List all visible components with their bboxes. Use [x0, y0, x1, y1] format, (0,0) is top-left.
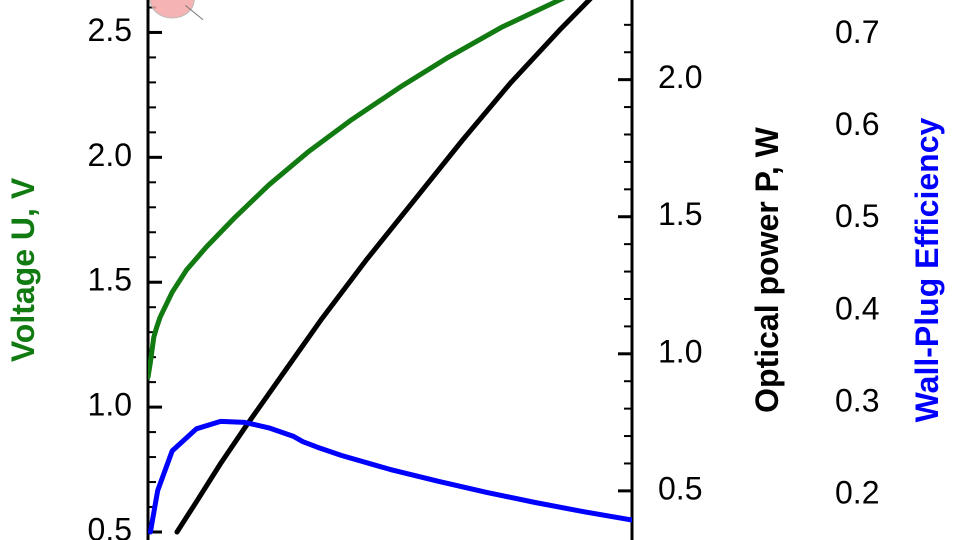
right-axis-2-title: Wall-Plug Efficiency — [909, 117, 945, 422]
right-axis-2-tick-label: 0.3 — [835, 382, 879, 418]
power-series — [177, 0, 632, 532]
efficiency-series — [150, 421, 632, 532]
right-axis-1-tick-label: 1.5 — [658, 196, 702, 232]
right-axis-1-tick-label: 2.0 — [658, 59, 702, 95]
left-axis-tick-label: 0.5 — [88, 511, 132, 540]
left-axis-tick-label: 1.0 — [88, 387, 132, 423]
right-axis-2-tick-label: 0.5 — [835, 198, 879, 234]
multi-axis-chart: 0.5 1.0 1.5 2.0 2.5 Voltage U, V 0.5 1.0 1.5 2.0 O… — [0, 0, 960, 540]
left-axis-tick-label: 2.5 — [88, 12, 132, 48]
left-axis-tick-label: 2.0 — [88, 137, 132, 173]
right-axis-2-tick-label: 0.2 — [835, 475, 879, 511]
inset-device-blob — [150, 0, 194, 18]
right-axis-1-title: Optical power P, W — [749, 126, 785, 412]
left-axis-tick-label: 1.5 — [88, 262, 132, 298]
left-axis-title: Voltage U, V — [5, 177, 41, 362]
right-axis-2-tick-label: 0.6 — [835, 106, 879, 142]
right-axis-1-tick-label: 1.0 — [658, 333, 702, 369]
right-axis-2-tick-label: 0.7 — [835, 14, 879, 50]
right-axis-2-tick-label: 0.4 — [835, 290, 879, 326]
voltage-series — [148, 0, 632, 377]
right-axis-1-tick-label: 0.5 — [658, 470, 702, 506]
